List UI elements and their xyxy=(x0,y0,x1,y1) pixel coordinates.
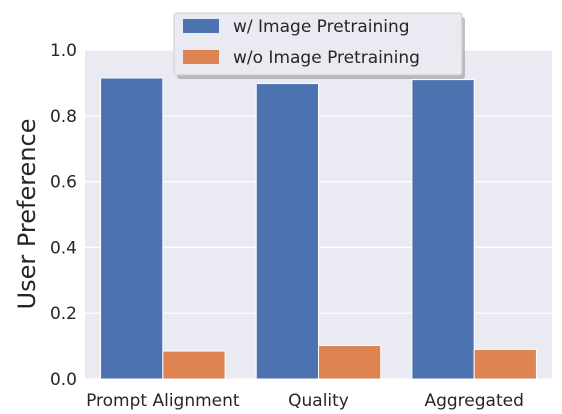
y-axis-ticks: 0.0 0.2 0.4 0.6 0.8 1.0 xyxy=(50,41,77,390)
y-tick-label: 0.2 xyxy=(50,304,77,324)
bar-without-pretraining-1 xyxy=(319,345,381,379)
bar-without-pretraining-0 xyxy=(163,351,225,379)
bar-with-pretraining-1 xyxy=(256,84,318,379)
x-tick-label: Aggregated xyxy=(424,391,523,411)
x-tick-label: Quality xyxy=(288,391,349,411)
x-axis-ticks: Prompt Alignment Quality Aggregated xyxy=(86,391,524,411)
x-tick-label: Prompt Alignment xyxy=(86,391,240,411)
y-tick-label: 1.0 xyxy=(50,41,77,61)
legend-label-without-pretraining: w/o Image Pretraining xyxy=(233,48,420,68)
y-tick-label: 0.0 xyxy=(50,370,77,390)
legend-swatch-with-pretraining xyxy=(183,19,219,33)
bar-with-pretraining-2 xyxy=(412,80,474,379)
y-axis-label: User Preference xyxy=(13,119,41,310)
bar-without-pretraining-2 xyxy=(474,349,536,379)
legend: w/ Image Pretraining w/o Image Pretraini… xyxy=(174,13,465,79)
y-tick-label: 0.4 xyxy=(50,238,77,258)
legend-label-with-pretraining: w/ Image Pretraining xyxy=(233,17,410,37)
bar-with-pretraining-0 xyxy=(101,78,163,379)
legend-swatch-without-pretraining xyxy=(183,50,219,64)
y-tick-label: 0.8 xyxy=(50,107,77,127)
y-tick-label: 0.6 xyxy=(50,173,77,193)
